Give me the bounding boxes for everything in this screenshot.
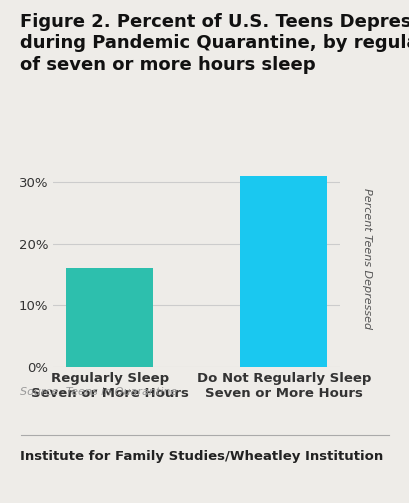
Text: Percent Teens Depressed: Percent Teens Depressed (361, 189, 371, 329)
Text: Source: Teens in Quarantine: Source: Teens in Quarantine (20, 387, 178, 397)
Bar (240, 176, 326, 367)
Text: Figure 2. Percent of U.S. Teens Depressed
during Pandemic Quarantine, by regular: Figure 2. Percent of U.S. Teens Depresse… (20, 13, 409, 73)
Bar (66, 268, 153, 367)
Text: Institute for Family Studies/Wheatley Institution: Institute for Family Studies/Wheatley In… (20, 450, 383, 463)
